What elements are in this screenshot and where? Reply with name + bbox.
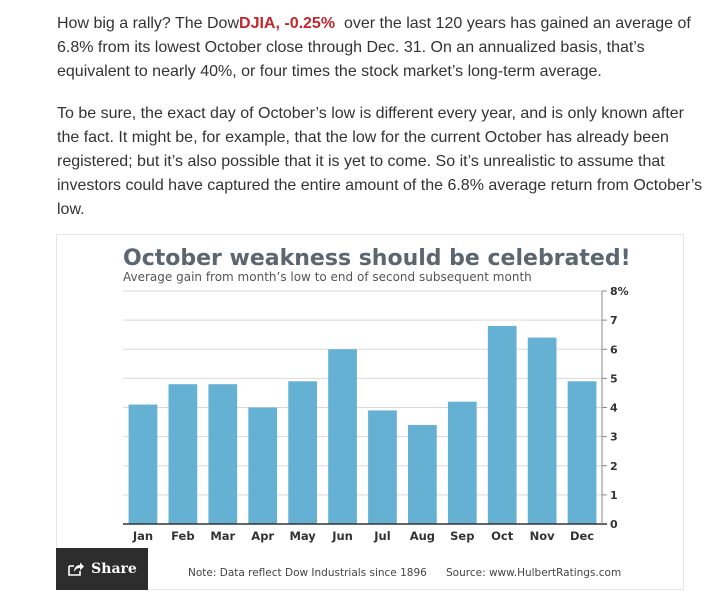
chart-title: October weakness should be celebrated! [123, 246, 631, 271]
x-tick-label: May [289, 529, 316, 543]
bar-oct [487, 325, 517, 524]
x-tick-label: Feb [171, 529, 194, 543]
paragraph-1-text-end: over the last 120 years has gained an av… [57, 15, 696, 80]
chart-labels: 0 1 2 3 4 5 6 7 8% Jan Feb Mar Apr May Jun Jul Aug Sep Oct… [132, 285, 629, 543]
bar-jul [368, 410, 397, 524]
y-tick-label: 6 [610, 343, 618, 356]
y-tick-label: 5 [610, 372, 618, 385]
share-label: Share [91, 561, 137, 577]
x-tick-label: Sep [450, 529, 474, 543]
bar-chart: October weakness should be celebrated! A… [123, 246, 631, 543]
x-tick-label: Oct [491, 529, 514, 543]
x-tick-label: Dec [570, 529, 594, 543]
x-tick-label: Aug [410, 529, 435, 543]
bar-nov [527, 337, 557, 524]
x-tick-label: Jun [331, 529, 353, 543]
bar-jun [328, 349, 357, 524]
bar-dec [567, 381, 597, 524]
bar-apr [248, 407, 278, 524]
chart-note: Note: Data reflect Dow Industrials since… [188, 567, 427, 579]
bar-feb [168, 384, 198, 524]
chart-gridlines [123, 290, 602, 496]
x-tick-label: Apr [251, 529, 274, 543]
bar-aug [408, 424, 437, 524]
article-paragraph-1: How big a rally? The DowDJIA, -0.25% ove… [57, 12, 704, 84]
share-button[interactable]: Share [56, 548, 148, 590]
y-tick-label: 0 [610, 518, 618, 531]
y-tick-label: 7 [610, 314, 618, 327]
bar-may [288, 381, 317, 524]
share-icon [67, 561, 85, 577]
x-tick-label: Jul [373, 529, 390, 543]
y-tick-label: 2 [610, 460, 618, 473]
x-tick-label: Nov [530, 529, 556, 543]
chart-source: Source: www.HulbertRatings.com [446, 567, 622, 579]
bar-sep [447, 401, 477, 524]
article-paragraph-2: To be sure, the exact day of October’s l… [57, 105, 703, 218]
bar-mar [208, 384, 238, 524]
paragraph-1-text-start: How big a rally? The Dow [57, 15, 240, 32]
chart-subtitle: Average gain from month’s low to end of … [123, 270, 532, 284]
chart-axes [123, 290, 607, 525]
x-tick-label: Jan [132, 529, 153, 543]
chart-container: October weakness should be celebrated! A… [56, 234, 684, 590]
bar-jan [128, 404, 158, 524]
x-tick-label: Mar [210, 529, 235, 543]
chart-bars [128, 325, 597, 524]
y-tick-label: 3 [610, 431, 618, 444]
djia-ticker-link[interactable]: DJIA, -0.25% [239, 15, 336, 32]
y-tick-label: 1 [610, 489, 618, 502]
y-tick-label: 8% [610, 285, 629, 298]
y-tick-label: 4 [610, 402, 618, 415]
